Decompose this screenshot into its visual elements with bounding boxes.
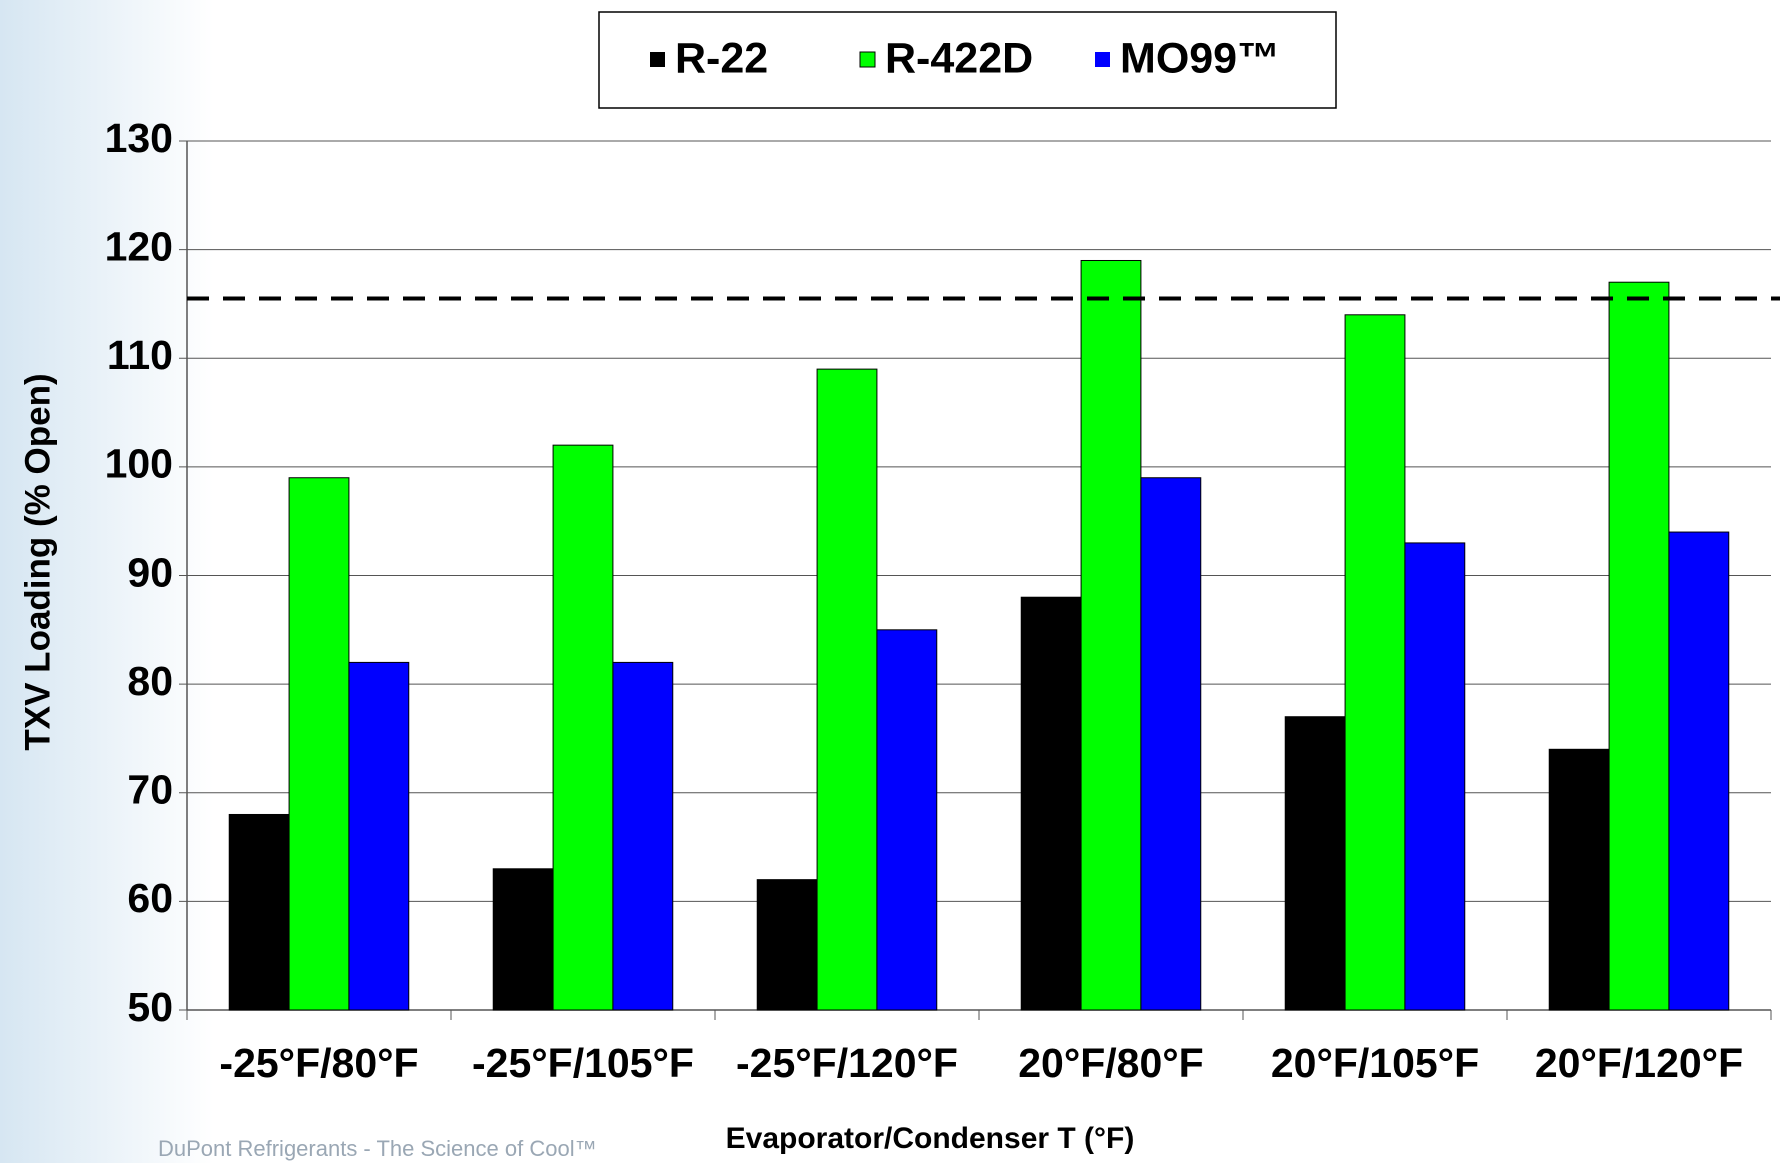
footer: DuPont Refrigerants - The Science of Coo…	[158, 1136, 597, 1161]
legend-label: R-422D	[885, 34, 1033, 82]
bar	[1284, 716, 1346, 1011]
bar	[756, 879, 818, 1011]
bar	[228, 813, 290, 1011]
bar	[1344, 314, 1406, 1011]
bar	[1020, 596, 1082, 1011]
y-tick-label: 90	[127, 549, 173, 595]
bar	[552, 444, 614, 1011]
bar	[288, 477, 350, 1011]
bar	[348, 661, 410, 1011]
y-tick-label: 130	[105, 115, 173, 161]
bar	[612, 661, 674, 1011]
bar	[816, 368, 878, 1011]
y-tick-label: 50	[127, 984, 173, 1030]
legend-label: MO99™	[1120, 34, 1280, 82]
y-tick-label: 70	[127, 767, 173, 813]
x-tick-label: 20°F/105°F	[1271, 1040, 1479, 1086]
legend-swatch	[859, 51, 876, 68]
bar	[492, 868, 554, 1011]
x-tick-label: 20°F/120°F	[1535, 1040, 1743, 1086]
legend-box	[598, 11, 1337, 109]
legend-label: R-22	[675, 34, 768, 82]
y-tick-label: 100	[105, 441, 173, 487]
bar	[876, 629, 938, 1011]
x-tick-label: -25°F/105°F	[472, 1040, 694, 1086]
bar	[1668, 531, 1730, 1011]
y-tick-label: 80	[127, 658, 173, 704]
legend-swatch	[1095, 52, 1110, 67]
bar	[1548, 748, 1610, 1011]
x-tick-label: 20°F/80°F	[1018, 1040, 1203, 1086]
y-axis-title: TXV Loading (% Open)	[18, 373, 57, 750]
x-axis-title: Evaporator/Condenser T (°F)	[726, 1122, 1135, 1155]
x-tick-label: -25°F/120°F	[736, 1040, 958, 1086]
bar	[1608, 281, 1670, 1011]
legend-swatch	[650, 52, 665, 67]
x-tick-label: -25°F/80°F	[219, 1040, 418, 1086]
y-tick-label: 60	[127, 875, 173, 921]
y-tick-label: 110	[107, 332, 173, 378]
y-tick-label: 120	[105, 223, 173, 269]
bar	[1140, 477, 1202, 1011]
bar	[1080, 259, 1142, 1011]
bar	[1404, 542, 1466, 1011]
